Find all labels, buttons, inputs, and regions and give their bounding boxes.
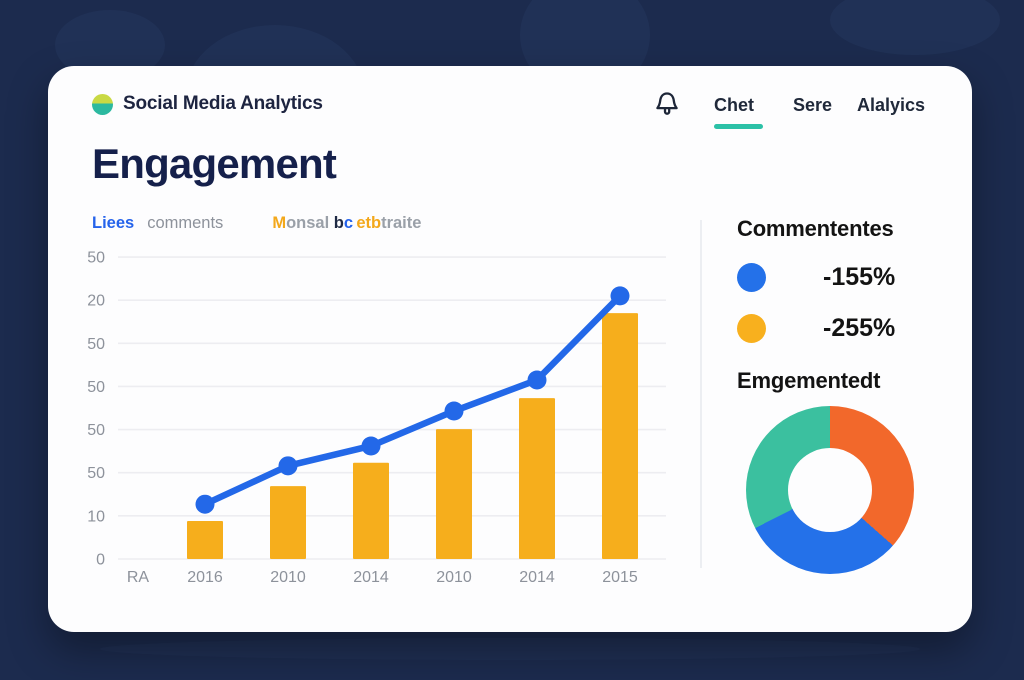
legend-extra-part: traite: [381, 214, 422, 232]
legend-value: -255%: [823, 313, 896, 342]
legend-series-liees[interactable]: Liees: [92, 214, 135, 232]
legend-dot-icon: [737, 262, 766, 292]
legend-extra-part: etb: [356, 214, 382, 232]
nav-item-alalyics[interactable]: Alalyics: [857, 95, 926, 115]
background-blob: [100, 638, 920, 660]
legend-extra-part: onsal: [286, 214, 334, 232]
legend-series-comments[interactable]: comments: [147, 214, 224, 232]
line-point-2016[interactable]: [195, 494, 215, 514]
line-series: [201, 292, 624, 508]
combo-chart: 0 10 50 50 50 50 20 50 RA 2016 2010 2014 2010 2014 201…: [87, 250, 666, 586]
bar-2015[interactable]: [602, 313, 638, 559]
y-axis-label: 50: [87, 465, 105, 482]
donut-chart[interactable]: [746, 406, 914, 574]
right-legend-title: Commententes: [737, 216, 894, 241]
nav-item-sere[interactable]: Sere: [793, 95, 833, 115]
bar-2016[interactable]: [187, 521, 223, 559]
line-point-2014[interactable]: [527, 370, 547, 390]
y-axis-label: 50: [87, 250, 105, 267]
y-axis-label: 10: [87, 508, 105, 525]
legend-value: -155%: [823, 262, 896, 291]
y-axis-label: 50: [87, 336, 105, 353]
donut-hole: [788, 448, 872, 532]
right-legend-item-1[interactable]: -155%: [737, 262, 895, 292]
y-axis-label: 20: [87, 293, 105, 310]
active-tab-underline: [714, 124, 763, 129]
legend-extra-part: c: [343, 214, 357, 232]
right-legend-item-2[interactable]: -255%: [737, 313, 895, 343]
x-axis-label: 2010: [270, 569, 306, 586]
x-axis-label: 2016: [187, 569, 223, 586]
panel-divider: [700, 220, 702, 568]
brand-logo-icon: [92, 93, 113, 115]
y-axis-label: 50: [87, 422, 105, 439]
legend-dot-icon: [737, 313, 766, 343]
nav-item-chet[interactable]: Chet: [714, 95, 754, 115]
brand-title: Social Media Analytics: [123, 93, 323, 114]
bar-2010[interactable]: [270, 486, 306, 559]
y-axis-label: 0: [96, 552, 105, 569]
x-axis-label: 2014: [519, 569, 555, 586]
page-title: Engagement: [92, 140, 337, 187]
x-axis-label: 2015: [602, 569, 638, 586]
bar-2014[interactable]: [519, 398, 555, 559]
legend-extra-part: b: [333, 214, 344, 232]
bar-2014[interactable]: [353, 462, 389, 559]
right-legend: -155% -255%: [737, 262, 895, 343]
line-point-2015[interactable]: [610, 286, 630, 306]
legend-extra-text: Monsal bc etbtraite: [272, 214, 421, 233]
x-axis-label: 2010: [436, 569, 472, 586]
line-point-2010[interactable]: [444, 401, 464, 421]
line-point-2014[interactable]: [361, 436, 381, 456]
dashboard-card: Social Media Analytics Chet Sere Alalyic…: [48, 66, 972, 632]
bar-2010[interactable]: [436, 429, 472, 559]
x-axis-label: RA: [127, 569, 150, 586]
background-blob: [830, 0, 1000, 55]
line-point-2010[interactable]: [278, 456, 298, 476]
legend-extra-part: M: [272, 214, 287, 232]
brand[interactable]: Social Media Analytics: [92, 93, 323, 115]
y-axis-label: 50: [87, 379, 105, 396]
notification-bell-icon[interactable]: [653, 90, 681, 124]
donut-title: Emgementedt: [737, 368, 881, 393]
x-axis-label: 2014: [353, 569, 389, 586]
chart-legend: Liees comments Monsal bc etbtraite: [92, 214, 421, 233]
